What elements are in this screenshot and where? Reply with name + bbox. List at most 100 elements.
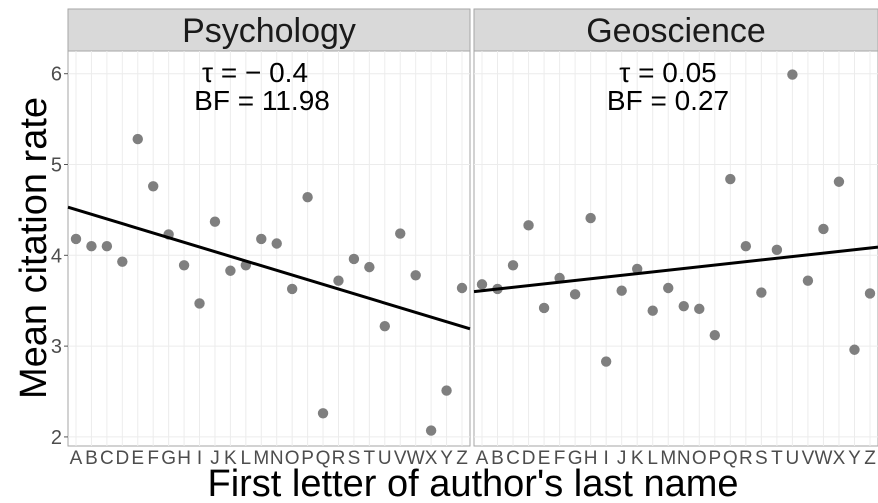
x-tick-label-geoscience-W: W <box>814 448 832 469</box>
data-point-psychology-A <box>70 233 82 245</box>
plot-area-geoscience <box>473 50 878 447</box>
data-point-geoscience-G <box>569 289 581 300</box>
x-tick-label-geoscience-E: E <box>538 448 551 469</box>
data-point-geoscience-X <box>833 176 845 187</box>
data-point-psychology-O <box>286 283 298 295</box>
data-point-geoscience-N <box>678 300 689 312</box>
data-point-geoscience-E <box>538 302 550 314</box>
data-point-psychology-H <box>178 260 190 271</box>
x-tick-label-geoscience-M: M <box>660 448 676 469</box>
data-point-geoscience-L <box>647 305 658 316</box>
data-point-psychology-I <box>194 298 205 309</box>
x-tick-label-psychology-A: A <box>70 448 83 469</box>
x-tick-label-psychology-H: H <box>177 448 191 469</box>
data-point-psychology-Y <box>441 385 452 396</box>
x-tick-label-psychology-Q: Q <box>316 448 331 469</box>
trend-line-psychology <box>67 205 471 331</box>
x-tick-label-geoscience-A: A <box>476 448 489 469</box>
annotation-tau-geoscience: τ = 0.05 <box>619 57 716 88</box>
data-point-geoscience-Y <box>849 344 860 355</box>
data-point-psychology-B <box>86 241 97 252</box>
x-tick-label-geoscience-G: G <box>568 448 583 469</box>
x-tick-label-geoscience-B: B <box>491 448 504 469</box>
data-point-psychology-Z <box>456 282 468 294</box>
y-tick-label-5: 5 <box>51 155 62 177</box>
x-tick-label-psychology-M: M <box>253 448 269 469</box>
grid-psychology <box>68 51 470 446</box>
data-point-psychology-V <box>395 228 406 239</box>
data-point-psychology-X <box>425 425 437 436</box>
x-tick-label-geoscience-Y: Y <box>848 448 861 469</box>
x-tick-label-geoscience-T: T <box>771 448 783 469</box>
x-tick-label-geoscience-H: H <box>584 448 598 469</box>
points-psychology <box>70 133 468 436</box>
y-axis-title: Mean citation rate <box>13 97 55 399</box>
y-tick-label-2: 2 <box>51 427 62 449</box>
x-tick-label-psychology-X: X <box>425 448 438 469</box>
x-tick-label-geoscience-C: C <box>506 448 520 469</box>
data-point-psychology-S <box>348 253 360 265</box>
data-point-geoscience-U <box>787 69 798 80</box>
data-point-geoscience-P <box>709 330 720 341</box>
x-tick-label-geoscience-J: J <box>617 448 627 469</box>
x-tick-label-geoscience-V: V <box>802 448 815 469</box>
x-tick-label-geoscience-I: I <box>604 448 609 469</box>
x-tick-label-geoscience-S: S <box>755 448 768 469</box>
x-tick-label-psychology-P: P <box>301 448 314 469</box>
x-tick-label-geoscience-Q: Q <box>723 448 738 469</box>
data-point-psychology-W <box>410 270 421 281</box>
y-tick-label-3: 3 <box>51 336 62 358</box>
data-point-geoscience-A <box>476 279 488 290</box>
data-point-psychology-N <box>271 238 282 249</box>
x-tick-label-psychology-E: E <box>131 448 144 469</box>
x-tick-label-geoscience-Z: Z <box>864 448 876 469</box>
data-point-geoscience-I <box>600 356 612 367</box>
data-point-psychology-F <box>148 181 159 192</box>
data-point-geoscience-W <box>818 223 829 235</box>
data-point-geoscience-H <box>585 212 596 224</box>
x-tick-label-psychology-O: O <box>285 448 300 469</box>
x-tick-label-psychology-Y: Y <box>440 448 453 469</box>
data-point-geoscience-S <box>756 287 767 298</box>
x-tick-label-psychology-F: F <box>147 448 159 469</box>
y-tick-labels: 2 3 4 5 6 <box>51 64 68 449</box>
plot-area-psychology <box>67 50 471 447</box>
data-point-geoscience-J <box>616 285 627 296</box>
data-point-psychology-E <box>132 133 143 145</box>
strip-title-geoscience: Geoscience <box>586 12 766 50</box>
trend-line-geoscience <box>473 245 878 294</box>
data-point-psychology-R <box>333 275 344 286</box>
data-point-geoscience-D <box>523 220 534 231</box>
data-point-geoscience-K <box>632 263 643 275</box>
annotation-bf-geoscience: BF = 0.27 <box>607 85 729 116</box>
data-point-psychology-Q <box>317 408 329 419</box>
x-tick-label-geoscience-K: K <box>631 448 644 469</box>
x-tick-label-psychology-D: D <box>115 448 129 469</box>
x-tick-label-psychology-S: S <box>348 448 361 469</box>
x-tick-label-geoscience-D: D <box>522 448 536 469</box>
data-point-psychology-D <box>117 256 128 267</box>
x-tick-label-geoscience-R: R <box>739 448 753 469</box>
x-tick-label-psychology-L: L <box>241 448 252 469</box>
x-tick-label-geoscience-N: N <box>677 448 691 469</box>
x-tick-label-geoscience-O: O <box>692 448 707 469</box>
data-point-psychology-U <box>379 320 390 332</box>
x-tick-label-geoscience-U: U <box>786 448 800 469</box>
y-tick-label-6: 6 <box>51 64 62 86</box>
strip-psychology <box>67 8 471 52</box>
x-axis-title: First letter of author's last name <box>207 463 738 503</box>
data-point-geoscience-C <box>507 260 519 271</box>
data-point-geoscience-O <box>694 303 705 315</box>
data-point-geoscience-T <box>771 244 783 256</box>
data-point-geoscience-V <box>802 275 814 286</box>
x-tick-label-psychology-N: N <box>270 448 284 469</box>
annotation-bf-psychology: BF = 11.98 <box>194 85 330 116</box>
x-tick-label-psychology-V: V <box>394 448 407 469</box>
annotation-tau-psychology: τ = − 0.4 <box>202 57 308 88</box>
x-tick-label-psychology-J: J <box>210 448 220 469</box>
x-tick-label-psychology-U: U <box>378 448 392 469</box>
